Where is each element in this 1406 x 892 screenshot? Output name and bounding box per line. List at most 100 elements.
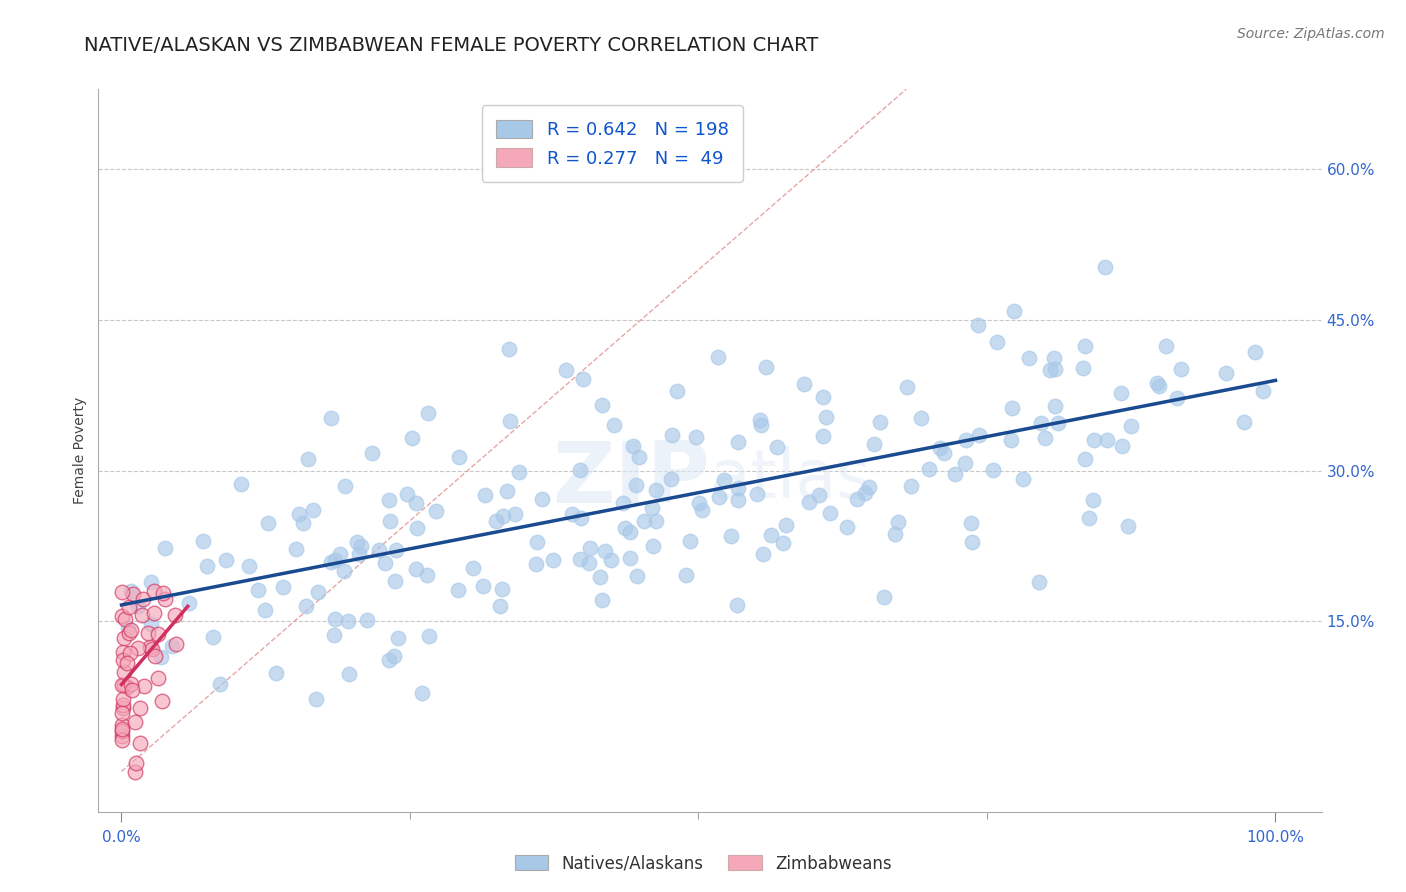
Point (297, 452, 319, 467)
Point (295, 599, 318, 613)
Point (305, 692, 328, 706)
Point (845, 491, 868, 506)
Point (799, 494, 821, 508)
Point (572, 372, 595, 386)
Point (447, 583, 470, 598)
Point (132, 679, 155, 693)
Point (165, 637, 187, 651)
Point (503, 507, 526, 521)
Point (112, 631, 135, 645)
Point (815, 409, 838, 424)
Point (499, 414, 522, 428)
Text: ZIP: ZIP (553, 438, 710, 521)
Point (385, 542, 408, 557)
Point (1018, 351, 1040, 366)
Point (1109, 385, 1132, 400)
Point (960, 534, 983, 549)
Legend: Natives/Alaskans, Zimbabweans: Natives/Alaskans, Zimbabweans (508, 848, 898, 880)
Point (288, 507, 311, 521)
Point (110, 718, 132, 732)
Point (302, 503, 325, 517)
Point (264, 666, 287, 681)
Point (387, 631, 409, 645)
Point (118, 625, 141, 640)
Point (346, 534, 368, 549)
Point (472, 578, 495, 592)
Point (110, 733, 132, 747)
Point (125, 756, 148, 770)
Point (215, 552, 238, 566)
Point (910, 411, 932, 425)
Point (751, 547, 773, 561)
Y-axis label: Female Poverty: Female Poverty (73, 397, 87, 504)
Point (121, 624, 143, 638)
Point (749, 417, 772, 432)
Point (675, 567, 697, 582)
Point (491, 582, 513, 596)
Point (150, 649, 173, 664)
Point (1154, 339, 1177, 353)
Point (495, 484, 517, 499)
Point (368, 543, 391, 558)
Point (707, 351, 730, 365)
Point (143, 649, 166, 664)
Point (853, 486, 876, 500)
Point (661, 427, 683, 442)
Point (524, 557, 547, 571)
Point (395, 487, 418, 501)
Point (449, 450, 471, 465)
Point (1166, 391, 1188, 405)
Point (645, 483, 668, 497)
Point (484, 514, 506, 528)
Point (415, 567, 437, 582)
Point (111, 653, 134, 667)
Point (953, 456, 976, 470)
Point (1147, 378, 1170, 392)
Point (967, 318, 990, 332)
Point (127, 599, 149, 613)
Point (626, 569, 648, 583)
Point (323, 553, 346, 567)
Point (111, 706, 134, 720)
Point (131, 607, 153, 622)
Point (360, 446, 382, 460)
Point (111, 698, 134, 712)
Point (378, 492, 401, 507)
Point (659, 472, 682, 486)
Point (1000, 433, 1022, 447)
Point (955, 433, 977, 447)
Point (127, 640, 149, 655)
Point (384, 574, 406, 588)
Point (886, 516, 908, 530)
Point (929, 442, 952, 456)
Point (350, 539, 373, 553)
Point (124, 764, 146, 779)
Point (110, 729, 132, 743)
Point (745, 486, 768, 500)
Point (591, 592, 613, 607)
Point (1047, 416, 1070, 430)
Point (111, 609, 134, 624)
Point (1077, 510, 1099, 524)
Point (405, 496, 427, 510)
Point (382, 648, 405, 663)
Point (492, 508, 515, 523)
Point (818, 506, 841, 520)
Point (1028, 575, 1050, 590)
Point (600, 553, 623, 567)
Point (1119, 418, 1142, 433)
Point (418, 629, 440, 643)
Point (883, 526, 905, 541)
Point (932, 446, 955, 460)
Point (1146, 376, 1168, 390)
Point (1045, 361, 1067, 376)
Point (766, 440, 789, 454)
Point (981, 462, 1004, 476)
Point (685, 430, 707, 444)
Point (155, 591, 177, 606)
Point (1043, 351, 1066, 366)
Point (775, 517, 797, 532)
Point (613, 521, 636, 535)
Point (112, 701, 135, 715)
Point (725, 598, 748, 612)
